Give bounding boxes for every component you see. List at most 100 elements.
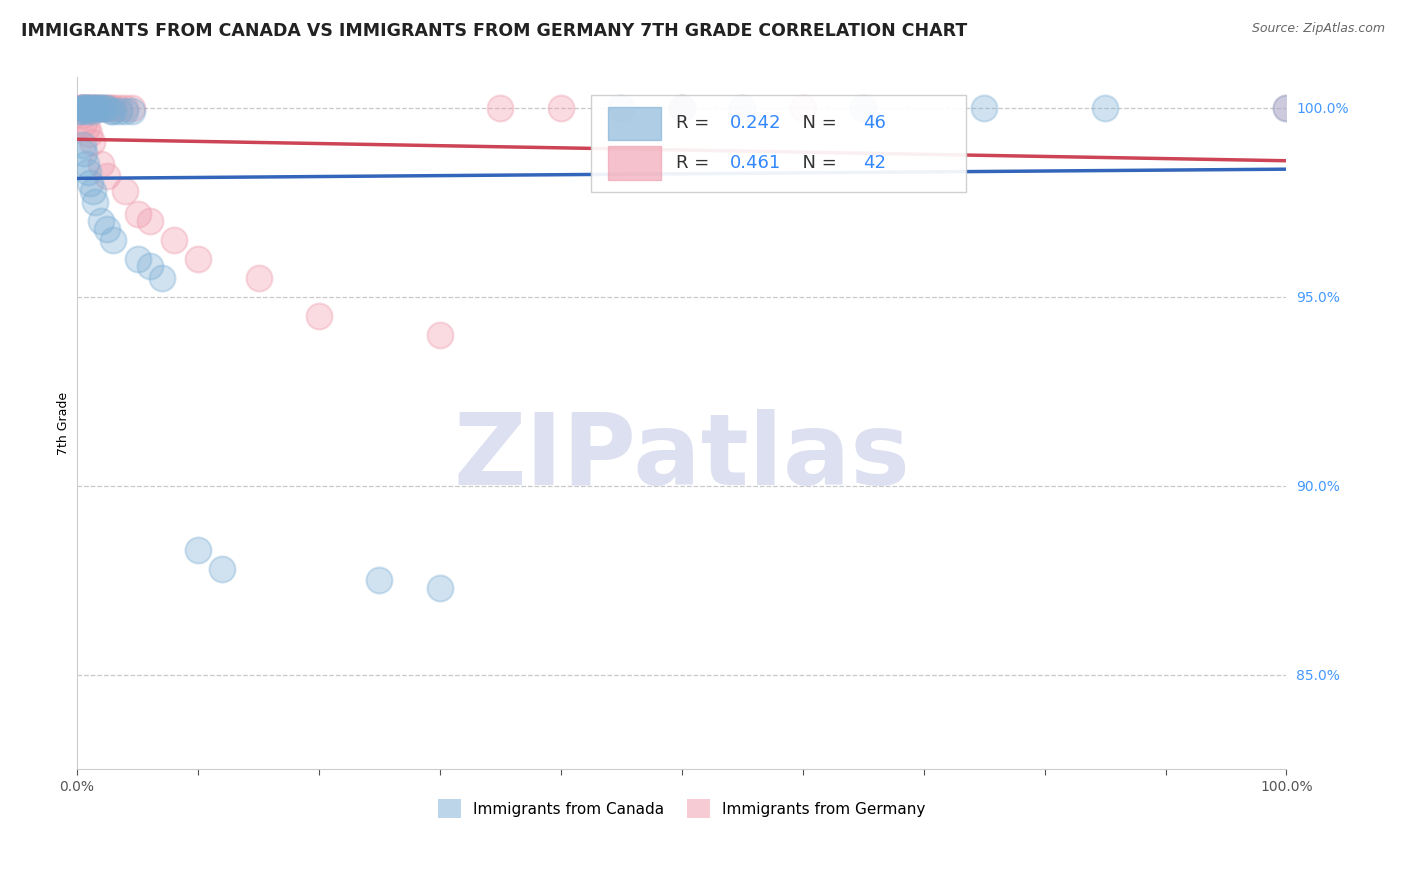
Point bbox=[96, 169, 118, 183]
Point bbox=[114, 101, 136, 115]
Point bbox=[96, 221, 118, 235]
Point bbox=[90, 157, 112, 171]
Text: R =: R = bbox=[676, 114, 714, 132]
Point bbox=[84, 195, 107, 210]
Point bbox=[72, 101, 94, 115]
Point bbox=[77, 101, 100, 115]
Text: 0.461: 0.461 bbox=[730, 154, 782, 172]
Point bbox=[76, 120, 98, 134]
Point bbox=[187, 543, 209, 558]
Point bbox=[247, 270, 270, 285]
Point bbox=[76, 104, 98, 119]
Point bbox=[84, 101, 107, 115]
Point bbox=[72, 101, 94, 115]
Point bbox=[69, 101, 91, 115]
Point bbox=[77, 165, 100, 179]
Text: N =: N = bbox=[790, 114, 842, 132]
Point bbox=[80, 101, 103, 115]
Text: IMMIGRANTS FROM CANADA VS IMMIGRANTS FROM GERMANY 7TH GRADE CORRELATION CHART: IMMIGRANTS FROM CANADA VS IMMIGRANTS FRO… bbox=[21, 22, 967, 40]
Point bbox=[73, 146, 96, 161]
Point bbox=[489, 101, 512, 115]
Point bbox=[76, 101, 98, 115]
Point bbox=[84, 101, 107, 115]
Point bbox=[87, 101, 110, 115]
Point bbox=[550, 101, 572, 115]
Point bbox=[308, 309, 330, 323]
Point bbox=[671, 101, 693, 115]
Point bbox=[77, 101, 100, 115]
Legend: Immigrants from Canada, Immigrants from Germany: Immigrants from Canada, Immigrants from … bbox=[432, 793, 932, 824]
Text: ZIPatlas: ZIPatlas bbox=[453, 409, 910, 507]
Point bbox=[103, 104, 125, 119]
Text: R =: R = bbox=[676, 154, 714, 172]
Point bbox=[103, 101, 125, 115]
Point bbox=[1275, 101, 1298, 115]
Point bbox=[163, 233, 186, 247]
Point bbox=[77, 101, 100, 115]
Point bbox=[90, 101, 112, 115]
Point bbox=[72, 108, 94, 122]
Point bbox=[1094, 101, 1116, 115]
Point bbox=[108, 101, 131, 115]
Point bbox=[86, 101, 108, 115]
Point bbox=[1275, 101, 1298, 115]
Point bbox=[73, 101, 96, 115]
Point bbox=[80, 135, 103, 149]
Point bbox=[77, 127, 100, 141]
Point bbox=[100, 101, 122, 115]
Point bbox=[368, 574, 391, 588]
Point bbox=[90, 214, 112, 228]
Point bbox=[69, 104, 91, 119]
Point bbox=[671, 101, 693, 115]
Point bbox=[792, 101, 814, 115]
Point bbox=[187, 252, 209, 266]
Point bbox=[72, 138, 94, 153]
Point bbox=[75, 157, 97, 171]
Point bbox=[973, 101, 995, 115]
Point bbox=[96, 101, 118, 115]
Point bbox=[90, 101, 112, 115]
Point bbox=[121, 104, 143, 119]
Point bbox=[79, 176, 101, 190]
Point bbox=[114, 184, 136, 198]
Text: 46: 46 bbox=[863, 114, 886, 132]
Point bbox=[70, 101, 93, 115]
FancyBboxPatch shape bbox=[607, 146, 661, 179]
Point bbox=[127, 252, 149, 266]
Point bbox=[73, 101, 96, 115]
Point bbox=[121, 101, 143, 115]
Point bbox=[69, 104, 91, 119]
Point bbox=[100, 104, 122, 119]
Point bbox=[429, 581, 451, 595]
Point bbox=[96, 101, 118, 115]
Point bbox=[429, 327, 451, 342]
Point bbox=[69, 101, 91, 115]
Point bbox=[73, 116, 96, 130]
Point bbox=[731, 101, 754, 115]
Point bbox=[138, 260, 160, 274]
Point bbox=[82, 184, 104, 198]
Text: Source: ZipAtlas.com: Source: ZipAtlas.com bbox=[1251, 22, 1385, 36]
Y-axis label: 7th Grade: 7th Grade bbox=[58, 392, 70, 455]
Point bbox=[127, 206, 149, 220]
Point bbox=[93, 101, 115, 115]
Point bbox=[138, 214, 160, 228]
Point bbox=[150, 270, 173, 285]
Point bbox=[852, 101, 875, 115]
FancyBboxPatch shape bbox=[607, 107, 661, 140]
Point bbox=[610, 101, 633, 115]
Point bbox=[70, 101, 93, 115]
FancyBboxPatch shape bbox=[591, 95, 966, 192]
Point bbox=[80, 101, 103, 115]
Point bbox=[77, 101, 100, 115]
Point bbox=[75, 101, 97, 115]
Point bbox=[108, 104, 131, 119]
Text: 0.242: 0.242 bbox=[730, 114, 782, 132]
Text: N =: N = bbox=[790, 154, 842, 172]
Point bbox=[93, 101, 115, 115]
Text: 42: 42 bbox=[863, 154, 886, 172]
Point bbox=[75, 101, 97, 115]
Point bbox=[211, 562, 233, 576]
Point bbox=[87, 101, 110, 115]
Point bbox=[103, 233, 125, 247]
